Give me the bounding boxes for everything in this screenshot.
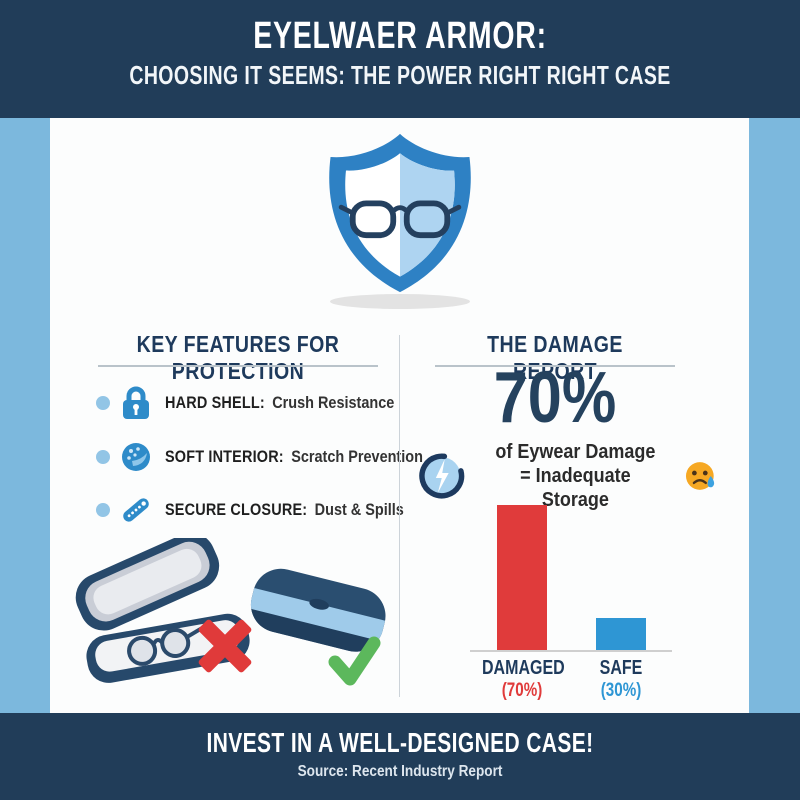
header-banner: EYELWAER ARMOR: CHOOSING IT SEEMS: THE P… (0, 0, 800, 118)
features-heading-underline (98, 365, 378, 367)
report-heading: THE DAMAGE REPORT (487, 331, 623, 384)
stat-70-percent: 70% (493, 358, 617, 438)
soft-cushion-icon (122, 443, 150, 471)
features-heading: KEY FEATURES FOR PROTECTION (136, 331, 340, 384)
zipper-icon (123, 498, 149, 522)
bullet-dot (96, 503, 110, 517)
feature-text: SOFT INTERIOR: Scratch Prevention (165, 447, 423, 466)
closed-case (244, 568, 386, 658)
broken-circle-icon (419, 453, 465, 499)
bar-value-damaged: (70%) (501, 680, 543, 701)
bar-label-damaged: DAMAGED (482, 657, 565, 679)
column-divider (399, 335, 400, 697)
bullet-dot (96, 396, 110, 410)
feature-item-hard-shell: HARD SHELL: Crush Resistance (96, 382, 396, 424)
shield-glasses-icon (329, 133, 471, 293)
damage-caption-row: of Eywear Damage = Inadequate Storage (418, 440, 718, 512)
feature-text: SECURE CLOSURE: Dust & Spills (165, 500, 404, 519)
padlock-icon (123, 386, 149, 419)
page-subtitle: CHOOSING IT SEEMS: THE POWER RIGHT RIGHT… (129, 60, 671, 90)
feature-item-soft-interior: SOFT INTERIOR: Scratch Prevention (96, 436, 423, 478)
footer-banner: INVEST IN A WELL-DESIGNED CASE! Source: … (0, 713, 800, 800)
cases-illustration (75, 538, 386, 686)
green-check-icon (328, 636, 381, 686)
sad-tear-emoji-icon (686, 462, 715, 490)
page-title: EYELWAER ARMOR: (253, 15, 547, 57)
report-heading-underline (435, 365, 675, 367)
feature-text: HARD SHELL: Crush Resistance (165, 393, 395, 412)
shield-shadow (330, 294, 470, 309)
open-case-with-glasses (75, 538, 250, 683)
red-x-icon (198, 619, 252, 673)
content-card: KEY FEATURES FOR PROTECTION HARD SHELL: … (50, 118, 749, 713)
damage-caption: of Eywear Damage = Inadequate Storage (494, 441, 655, 511)
footer-source: Source: Recent Industry Report (297, 763, 503, 780)
bar-label-safe: SAFE (599, 657, 643, 679)
bullet-dot (96, 450, 110, 464)
bar-safe (596, 618, 646, 650)
bar-value-safe: (30%) (600, 680, 642, 701)
feature-item-secure-closure: SECURE CLOSURE: Dust & Spills (96, 489, 404, 531)
glasses-glyph (338, 200, 462, 239)
chart-baseline (470, 650, 672, 652)
bar-damaged (497, 505, 547, 650)
footer-title: INVEST IN A WELL-DESIGNED CASE! (206, 727, 594, 758)
